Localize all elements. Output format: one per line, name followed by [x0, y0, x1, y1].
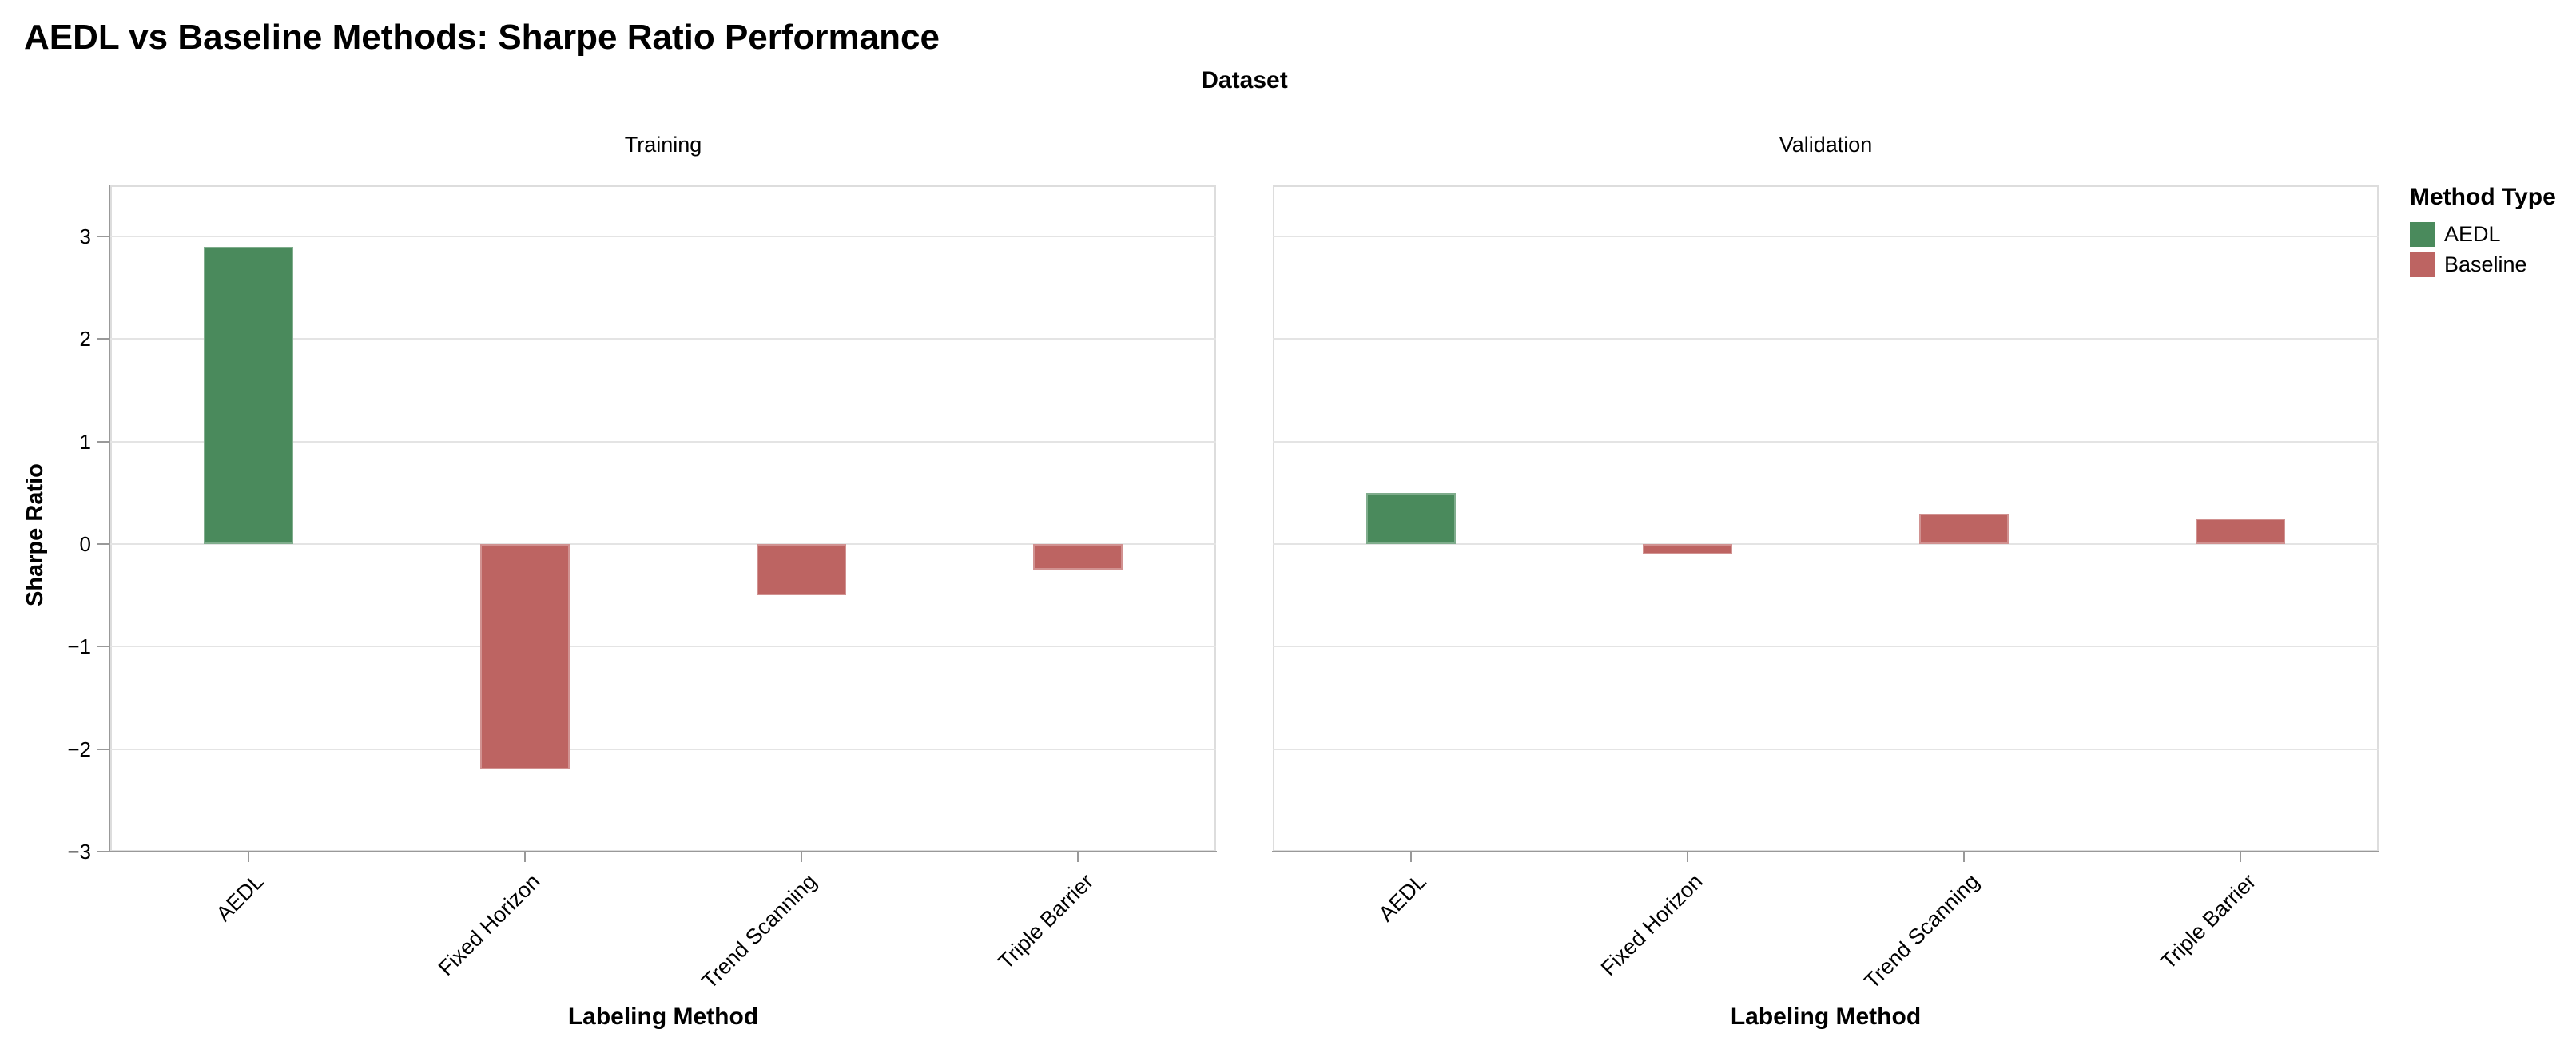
bar-validation-aedl — [1366, 492, 1456, 545]
plot-area-training — [110, 185, 1216, 852]
legend-title: Method Type — [2410, 184, 2556, 210]
gridline-y3 — [110, 236, 1216, 238]
gridline-y2 — [1273, 338, 2379, 340]
y-tick--3 — [97, 851, 109, 852]
y-tick-3 — [97, 236, 109, 238]
legend-row-baseline: Baseline — [2410, 252, 2556, 277]
bar-validation-trend-scanning — [1919, 513, 2009, 545]
y-tick-label--2: −2 — [67, 737, 91, 761]
bar-training-fixed-horizon — [480, 544, 570, 770]
gridline-y-2 — [110, 748, 1216, 750]
y-tick-label-0: 0 — [79, 532, 91, 557]
bar-validation-fixed-horizon — [1643, 544, 1732, 554]
legend: Method Type AEDL Baseline — [2410, 184, 2556, 283]
x-tick-trend-scanning — [1963, 852, 1965, 862]
facet-label-validation: Validation — [1779, 133, 1873, 157]
x-tick-triple-barrier — [1077, 852, 1079, 862]
y-tick-2 — [97, 338, 109, 340]
bar-training-trend-scanning — [757, 544, 846, 596]
y-axis-line — [109, 185, 110, 852]
gridline-y1 — [110, 440, 1216, 443]
facet-label-training: Training — [624, 133, 702, 157]
y-tick-label--3: −3 — [67, 840, 91, 864]
facet-header-dataset: Dataset — [1201, 67, 1288, 93]
x-tick-label-aedl: AEDL — [212, 869, 269, 927]
gridline-y1 — [1273, 440, 2379, 443]
y-tick-label-1: 1 — [79, 429, 91, 454]
x-axis-line-training — [109, 851, 1217, 852]
gridline-y3 — [1273, 236, 2379, 238]
y-tick-label--1: −1 — [67, 634, 91, 659]
gridline-y-2 — [1273, 748, 2379, 750]
x-tick-fixed-horizon — [524, 852, 526, 862]
legend-swatch-baseline — [2410, 252, 2435, 277]
x-tick-label-trend-scanning: Trend Scanning — [697, 869, 822, 994]
x-axis-title-validation: Labeling Method — [1730, 1003, 1922, 1030]
y-tick-1 — [97, 440, 109, 443]
x-tick-fixed-horizon — [1687, 852, 1688, 862]
y-tick--2 — [97, 748, 109, 750]
legend-swatch-aedl — [2410, 222, 2435, 247]
legend-label-baseline: Baseline — [2444, 252, 2527, 276]
y-axis-title: Sharpe Ratio — [22, 463, 48, 606]
x-tick-label-trend-scanning: Trend Scanning — [1859, 869, 1985, 994]
x-axis-title-training: Labeling Method — [567, 1003, 759, 1030]
chart-title: AEDL vs Baseline Methods: Sharpe Ratio P… — [24, 18, 940, 57]
x-tick-label-fixed-horizon: Fixed Horizon — [434, 869, 546, 980]
gridline-y-1 — [1273, 646, 2379, 648]
x-axis-line-validation — [1272, 851, 2379, 852]
gridline-y-1 — [110, 646, 1216, 648]
x-tick-label-aedl: AEDL — [1374, 869, 1432, 927]
y-tick-0 — [97, 543, 109, 546]
y-tick--1 — [97, 646, 109, 648]
x-tick-label-fixed-horizon: Fixed Horizon — [1596, 869, 1708, 980]
y-tick-label-3: 3 — [79, 225, 91, 249]
plot-area-validation — [1273, 185, 2379, 852]
gridline-y2 — [110, 338, 1216, 340]
legend-rows: AEDL Baseline — [2410, 222, 2556, 277]
legend-label-aedl: AEDL — [2444, 222, 2501, 246]
legend-row-aedl: AEDL — [2410, 222, 2556, 247]
x-tick-trend-scanning — [801, 852, 802, 862]
x-tick-aedl — [248, 852, 249, 862]
gridline-y0 — [110, 543, 1216, 546]
bar-training-triple-barrier — [1033, 544, 1123, 570]
x-tick-label-triple-barrier: Triple Barrier — [993, 869, 1099, 974]
x-tick-label-triple-barrier: Triple Barrier — [2156, 869, 2261, 974]
gridline-y0 — [1273, 543, 2379, 546]
bar-validation-triple-barrier — [2196, 519, 2285, 545]
bar-training-aedl — [204, 246, 293, 545]
x-tick-aedl — [1410, 852, 1412, 862]
x-tick-triple-barrier — [2240, 852, 2241, 862]
y-tick-label-2: 2 — [79, 327, 91, 352]
